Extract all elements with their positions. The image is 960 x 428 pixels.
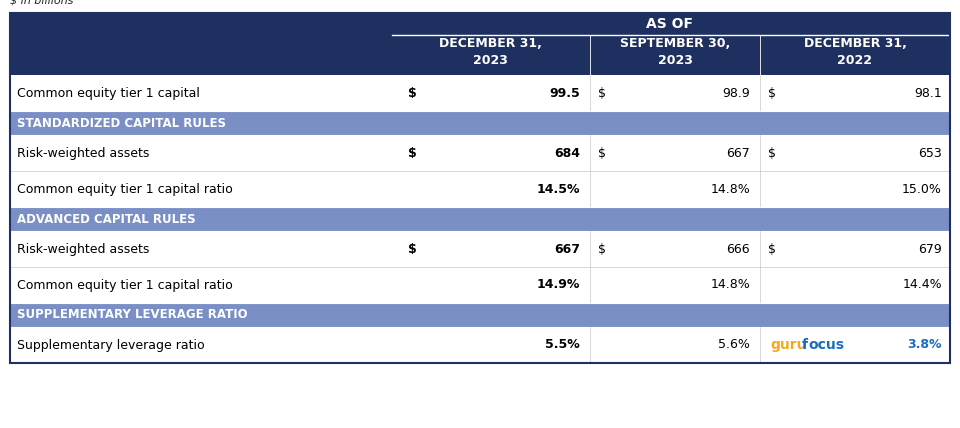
Bar: [10, 13, 950, 75]
Bar: [10, 111, 950, 135]
Text: $: $: [768, 243, 776, 256]
Text: $ in billions: $ in billions: [10, 0, 73, 5]
Bar: [10, 13, 950, 363]
Text: Common equity tier 1 capital ratio: Common equity tier 1 capital ratio: [17, 279, 232, 291]
Bar: [10, 327, 950, 363]
Text: guru: guru: [770, 338, 806, 352]
Text: SUPPLEMENTARY LEVERAGE RATIO: SUPPLEMENTARY LEVERAGE RATIO: [17, 309, 248, 321]
Text: 14.9%: 14.9%: [537, 279, 580, 291]
Text: $: $: [408, 243, 417, 256]
Text: 14.5%: 14.5%: [537, 182, 580, 196]
Text: $: $: [768, 86, 776, 99]
Text: $: $: [768, 146, 776, 160]
Text: 684: 684: [554, 146, 580, 160]
Text: 14.8%: 14.8%: [710, 279, 750, 291]
Text: 3.8%: 3.8%: [907, 339, 942, 351]
Bar: [10, 171, 950, 207]
Text: 5.5%: 5.5%: [545, 339, 580, 351]
Text: SEPTEMBER 30,
2023: SEPTEMBER 30, 2023: [620, 37, 731, 67]
Text: Risk-weighted assets: Risk-weighted assets: [17, 146, 150, 160]
Bar: [10, 207, 950, 231]
Text: 679: 679: [919, 243, 942, 256]
Text: AS OF: AS OF: [646, 17, 693, 31]
Text: ADVANCED CAPITAL RULES: ADVANCED CAPITAL RULES: [17, 212, 196, 226]
Text: $: $: [598, 146, 606, 160]
Bar: [10, 303, 950, 327]
Bar: [10, 75, 950, 111]
Text: 14.8%: 14.8%: [710, 182, 750, 196]
Text: 99.5: 99.5: [549, 86, 580, 99]
Bar: [10, 135, 950, 171]
Text: ocus: ocus: [808, 338, 844, 352]
Text: Common equity tier 1 capital ratio: Common equity tier 1 capital ratio: [17, 182, 232, 196]
Text: DECEMBER 31,
2022: DECEMBER 31, 2022: [804, 37, 906, 67]
Text: STANDARDIZED CAPITAL RULES: STANDARDIZED CAPITAL RULES: [17, 116, 226, 130]
Text: $: $: [408, 86, 417, 99]
Text: 653: 653: [919, 146, 942, 160]
Text: 667: 667: [727, 146, 750, 160]
Text: 98.9: 98.9: [722, 86, 750, 99]
Text: DECEMBER 31,
2023: DECEMBER 31, 2023: [439, 37, 541, 67]
Text: 666: 666: [727, 243, 750, 256]
Text: 667: 667: [554, 243, 580, 256]
Text: f: f: [802, 338, 808, 352]
Text: $: $: [598, 86, 606, 99]
Text: 14.4%: 14.4%: [902, 279, 942, 291]
Text: Risk-weighted assets: Risk-weighted assets: [17, 243, 150, 256]
Text: Common equity tier 1 capital: Common equity tier 1 capital: [17, 86, 200, 99]
Text: 98.1: 98.1: [914, 86, 942, 99]
Text: 15.0%: 15.0%: [902, 182, 942, 196]
Text: 5.6%: 5.6%: [718, 339, 750, 351]
Text: Supplementary leverage ratio: Supplementary leverage ratio: [17, 339, 204, 351]
Text: $: $: [408, 146, 417, 160]
Text: $: $: [598, 243, 606, 256]
Bar: [10, 267, 950, 303]
Bar: [10, 231, 950, 267]
